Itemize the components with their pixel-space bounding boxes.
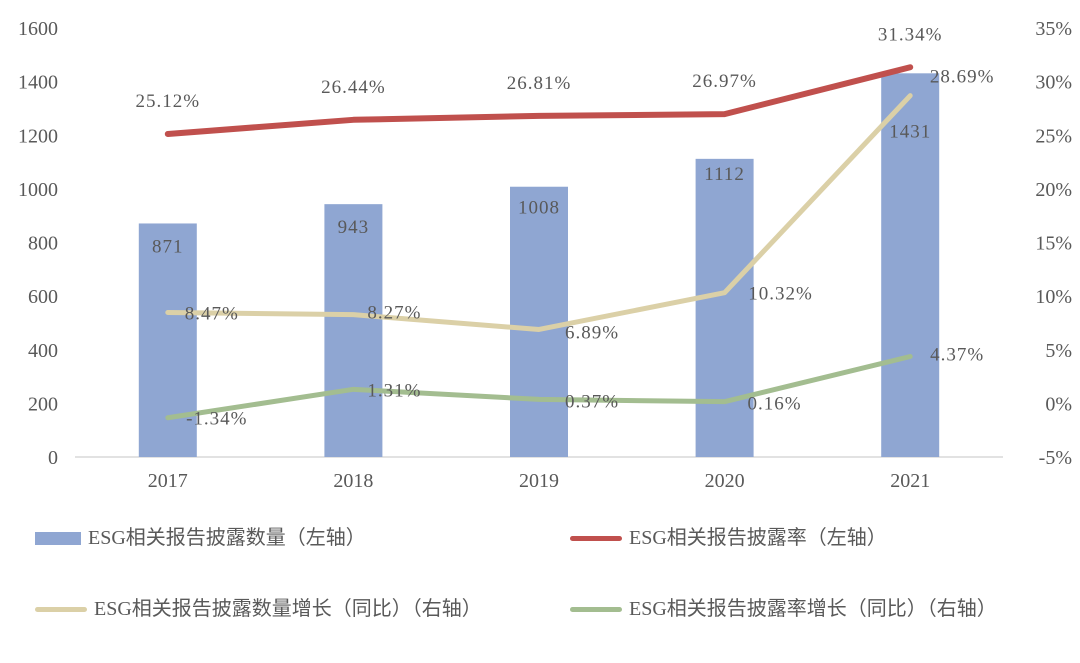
line-series-3: [165, 354, 913, 421]
line-value-label: 0.37%: [565, 391, 619, 412]
bar-value-label: 1008: [518, 198, 560, 219]
right-axis-tick: 0%: [1045, 393, 1072, 415]
right-axis-tick: 35%: [1035, 18, 1072, 40]
legend-label-disclosure-rate: ESG相关报告披露率（左轴）: [629, 527, 887, 549]
legend-item-disclosure-rate: ESG相关报告披露率（左轴）: [570, 528, 887, 548]
tan-line-swatch: [35, 606, 87, 612]
legend-item-rate-growth: ESG相关报告披露率增长（同比）（右轴）: [570, 599, 997, 619]
left-axis-tick: 1400: [18, 72, 58, 94]
left-axis-tick: 0: [48, 447, 58, 469]
right-axis-tick: 30%: [1035, 72, 1072, 94]
red-line-swatch: [570, 535, 622, 541]
right-axis-tick: -5%: [1039, 447, 1072, 469]
right-axis-tick: 25%: [1035, 125, 1072, 147]
right-axis-tick: 10%: [1035, 286, 1072, 308]
x-axis-category-2018: 2018: [333, 470, 373, 492]
legend-label-rate-growth: ESG相关报告披露率增长（同比）（右轴）: [629, 598, 997, 620]
green-line-swatch: [570, 606, 622, 612]
right-axis-tick: 15%: [1035, 233, 1072, 255]
line-series-2: [165, 93, 913, 332]
bar-2021: [881, 73, 940, 458]
line-value-label: 8.47%: [185, 304, 239, 325]
line-value-label: 28.69%: [930, 67, 995, 88]
left-axis-tick: 1600: [18, 18, 58, 40]
bar-value-label: 943: [338, 217, 370, 238]
x-axis-category-2021: 2021: [890, 470, 930, 492]
x-axis-category-2019: 2019: [519, 470, 559, 492]
line-value-label: 25.12%: [136, 91, 201, 112]
left-axis-tick: 1200: [18, 125, 58, 147]
legend-label-disclosure-count: ESG相关报告披露数量（左轴）: [88, 527, 366, 549]
line-value-label: 10.32%: [748, 284, 813, 305]
line-value-label: 26.44%: [321, 77, 386, 98]
line-value-label: 6.89%: [565, 322, 619, 343]
line-series-1: [164, 64, 914, 137]
left-axis-tick: 200: [28, 393, 58, 415]
line-value-label: 26.81%: [507, 73, 572, 94]
bar-series-swatch: [35, 531, 81, 545]
x-axis-category-2020: 2020: [705, 470, 745, 492]
legend-item-disclosure-count: ESG相关报告披露数量（左轴）: [35, 528, 366, 548]
left-axis-tick: 400: [28, 340, 58, 362]
combo-chart-plot: 1600 1400 1200 1000 800 600 400 200 0 35% 30% 25% 20…: [18, 18, 1072, 492]
left-axis-tick: 800: [28, 233, 58, 255]
line-value-label: 1.31%: [367, 380, 421, 401]
right-axis-tick: 5%: [1045, 340, 1072, 362]
legend-label-count-growth: ESG相关报告披露数量增长（同比）（右轴）: [94, 598, 482, 620]
bar-2020: [695, 158, 754, 457]
line-value-label: 0.16%: [748, 394, 802, 415]
bar-2019: [510, 186, 568, 458]
bar-value-label: 871: [152, 236, 184, 257]
line-value-label: 26.97%: [692, 71, 757, 92]
left-axis-tick: 1000: [18, 179, 58, 201]
bar-value-label: 1431: [889, 121, 931, 142]
line-value-label: -1.34%: [186, 409, 247, 430]
left-axis-tick: 600: [28, 286, 58, 308]
line-value-label: 31.34%: [878, 24, 943, 45]
bar-value-label: 1112: [704, 164, 745, 185]
legend-item-count-growth: ESG相关报告披露数量增长（同比）（右轴）: [35, 599, 482, 619]
right-axis-tick: 20%: [1035, 179, 1072, 201]
line-value-label: 4.37%: [930, 345, 984, 366]
bar-2018: [324, 204, 383, 457]
line-value-label: 8.27%: [367, 303, 421, 324]
x-axis-category-2017: 2017: [148, 470, 188, 492]
